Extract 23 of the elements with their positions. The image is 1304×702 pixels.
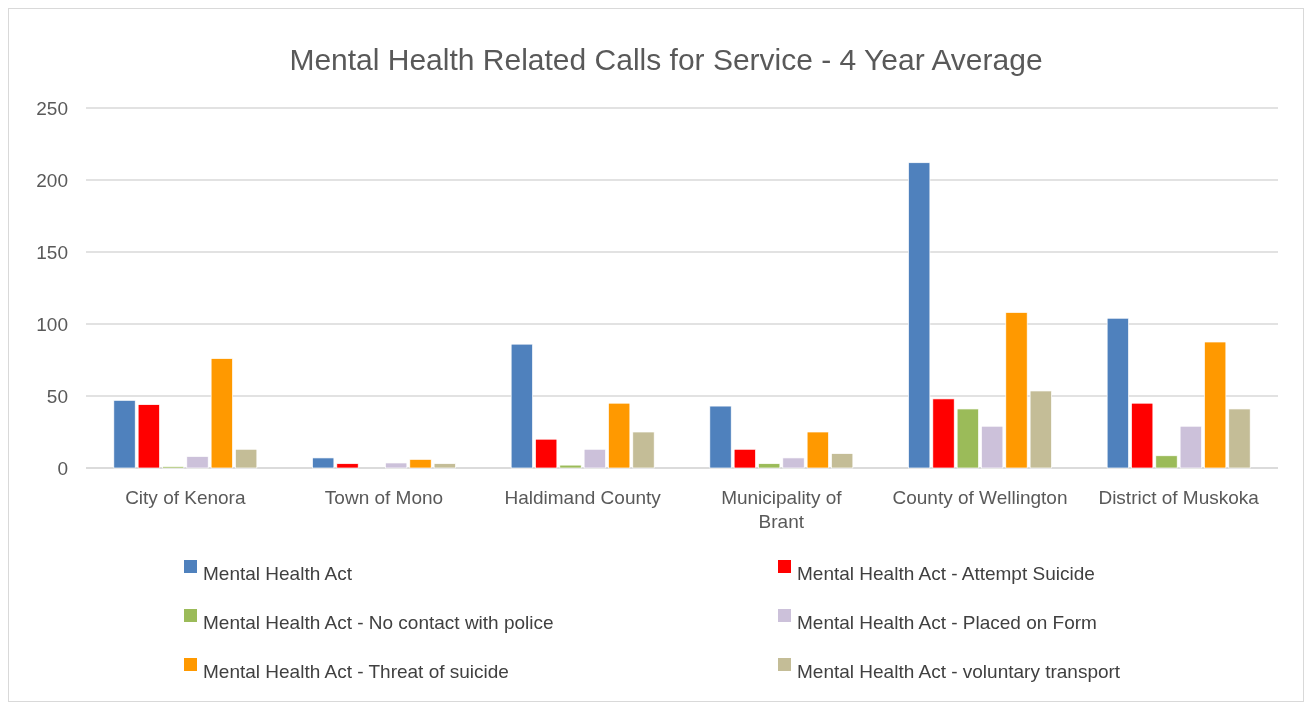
bar — [235, 448, 258, 469]
x-tick-label: Haldimand County — [504, 487, 662, 508]
x-tick-label: Town of Mono — [324, 487, 444, 508]
y-tick-label: 100 — [36, 313, 68, 335]
legend-label: Mental Health Act - No contact with police — [203, 612, 554, 633]
x-tick-label: Municipality of Brant — [721, 487, 843, 532]
x-tick-label: City of Kenora — [125, 487, 246, 508]
chart-title: Mental Health Related Calls for Service - 4 Year Average — [289, 43, 1043, 76]
bar — [1106, 317, 1129, 469]
y-tick-label: 250 — [36, 97, 68, 119]
legend-label: Mental Health Act - Threat of suicide — [203, 661, 509, 682]
bar — [831, 453, 854, 469]
bar — [510, 343, 533, 469]
y-tick-label: 150 — [36, 241, 68, 263]
x-tick-label: District of Muskoka — [1098, 487, 1260, 508]
y-tick-label: 0 — [57, 457, 68, 479]
legend-label: Mental Health Act - Placed on Form — [797, 612, 1097, 633]
legend-label: Mental Health Act - Attempt Suicide — [797, 563, 1095, 584]
x-tick-label: County of Wellington — [892, 487, 1068, 508]
y-tick-label: 200 — [36, 169, 68, 191]
legend-label: Mental Health Act — [203, 563, 353, 584]
y-tick-label: 50 — [46, 385, 68, 407]
legend-label: Mental Health Act - voluntary transport — [797, 661, 1121, 682]
